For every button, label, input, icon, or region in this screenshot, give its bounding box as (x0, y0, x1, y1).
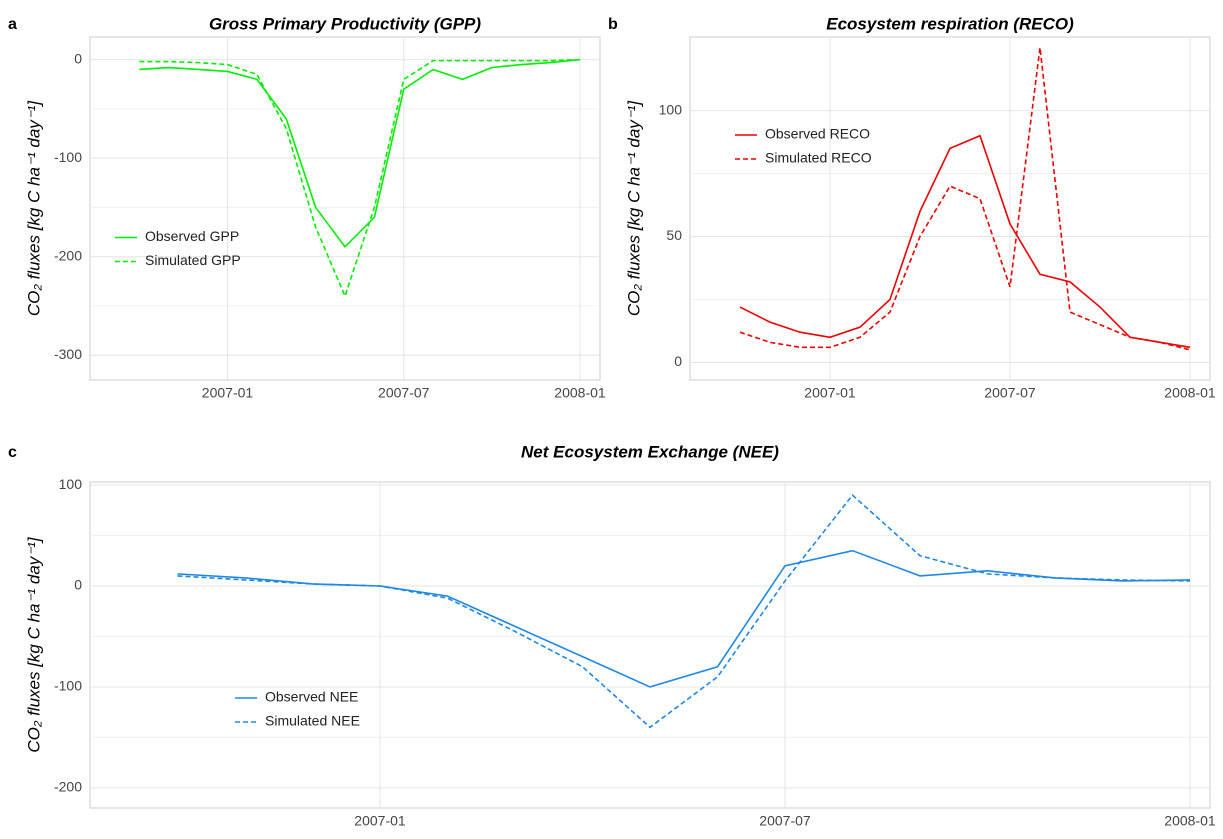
series-line (139, 58, 581, 249)
legend-label: Observed RECO (765, 126, 870, 142)
y-tick-label: 100 (659, 101, 683, 117)
legend-label: Observed NEE (265, 689, 358, 705)
chart-title: Ecosystem respiration (RECO) (826, 14, 1074, 33)
y-tick-label: 0 (674, 353, 682, 369)
x-tick-label: 2008-01 (554, 385, 606, 401)
y-tick-label: 0 (74, 50, 82, 66)
y-tick-label: 100 (59, 476, 83, 492)
x-tick-label: 2007-07 (378, 385, 430, 401)
y-tick-label: -100 (54, 149, 82, 165)
y-axis-label: CO₂ fluxes [kg C ha⁻¹ day⁻¹] (24, 536, 43, 753)
series-line (739, 47, 1191, 351)
plot-area (89, 36, 601, 381)
panel-label: c (8, 444, 17, 461)
plot-area (689, 36, 1211, 381)
y-tick-label: 0 (74, 577, 82, 593)
series-line (139, 58, 581, 299)
x-tick-label: 2007-01 (354, 813, 406, 829)
y-tick-label: -200 (54, 779, 82, 795)
x-tick-label: 2007-01 (202, 385, 254, 401)
legend-label: Simulated NEE (265, 713, 360, 729)
x-tick-label: 2007-07 (984, 385, 1036, 401)
series-line (177, 549, 1191, 688)
series-line (739, 134, 1191, 349)
x-tick-label: 2007-07 (759, 813, 811, 829)
chart-title: Net Ecosystem Exchange (NEE) (521, 442, 779, 461)
x-tick-label: 2008-01 (1164, 813, 1216, 829)
x-tick-label: 2008-01 (1164, 385, 1216, 401)
y-axis-label: CO₂ fluxes [kg C ha⁻¹ day⁻¹] (624, 100, 643, 317)
legend-label: Observed GPP (145, 228, 239, 244)
legend-label: Simulated GPP (145, 252, 241, 268)
plot-area (89, 481, 1211, 809)
y-axis-label: CO₂ fluxes [kg C ha⁻¹ day⁻¹] (24, 100, 43, 317)
y-tick-label: 50 (666, 227, 682, 243)
y-tick-label: -100 (54, 678, 82, 694)
y-tick-label: -200 (54, 247, 82, 263)
chart-title: Gross Primary Productivity (GPP) (209, 14, 481, 33)
legend-label: Simulated RECO (765, 150, 872, 166)
panel-label: a (8, 16, 17, 33)
y-tick-label: -300 (54, 346, 82, 362)
panel-label: b (608, 16, 618, 33)
series-line (177, 493, 1191, 729)
x-tick-label: 2007-01 (804, 385, 856, 401)
